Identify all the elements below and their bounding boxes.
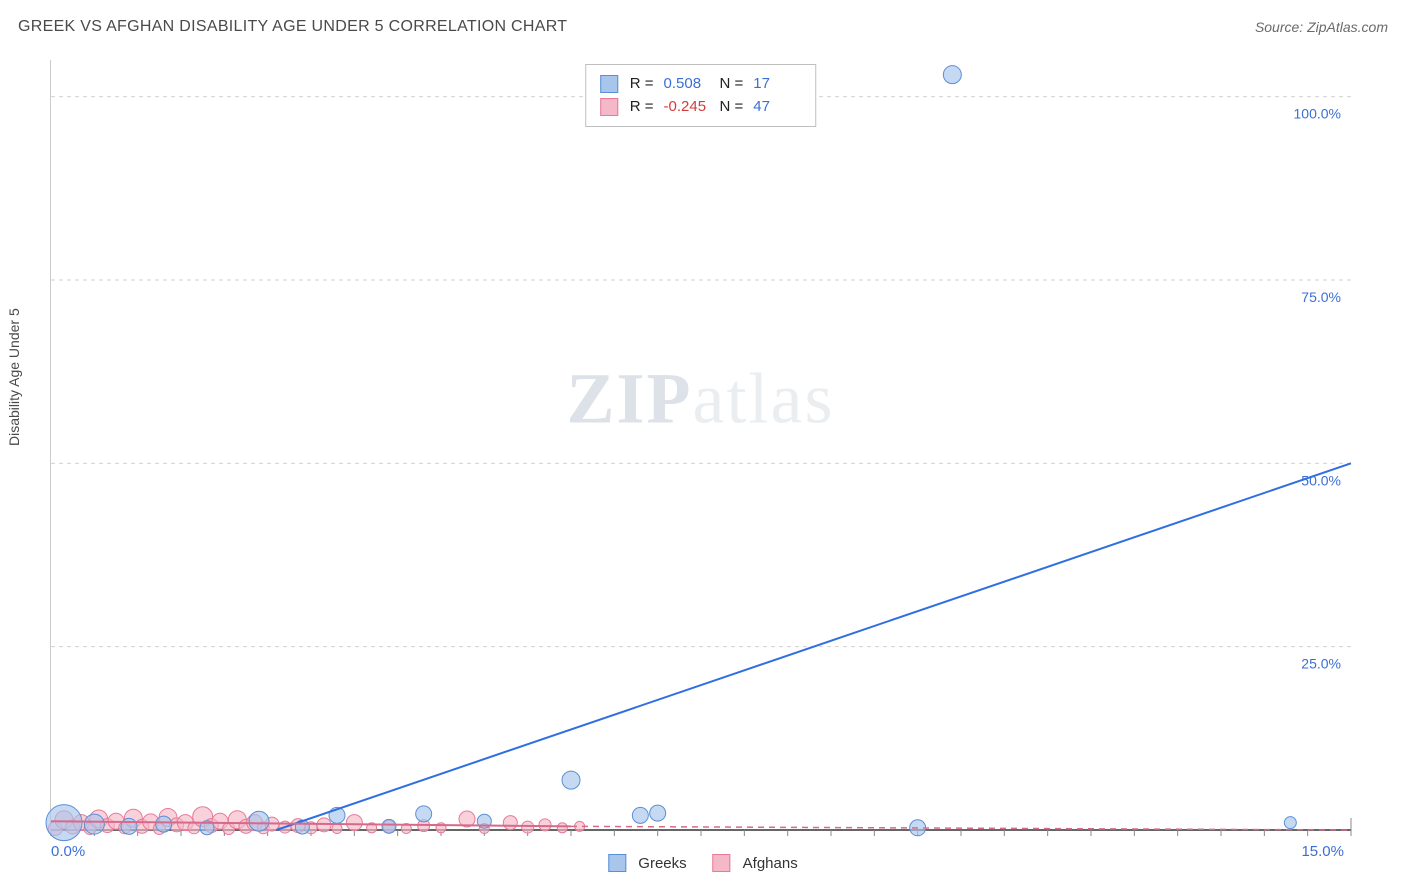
stat-n-afghan: 47 — [753, 96, 801, 119]
x-axis-min-label: 0.0% — [51, 843, 85, 860]
chart-area: ZIPatlas R = 0.508 N = 17 R = -0.245 N =… — [50, 60, 1350, 830]
legend-item-afghans: Afghans — [713, 854, 798, 872]
swatch-afghan-icon — [600, 98, 618, 116]
chart-title: GREEK VS AFGHAN DISABILITY AGE UNDER 5 C… — [18, 18, 567, 36]
legend: Greeks Afghans — [608, 854, 797, 872]
stat-r-greek: 0.508 — [664, 73, 712, 96]
source-label: Source: ZipAtlas.com — [1255, 19, 1388, 35]
legend-item-greeks: Greeks — [608, 854, 686, 872]
swatch-greek-icon — [608, 854, 626, 872]
swatch-afghan-icon — [713, 854, 731, 872]
stats-box: R = 0.508 N = 17 R = -0.245 N = 47 — [585, 64, 817, 127]
scatter-plot: 25.0% 50.0% 75.0% 100.0% — [51, 60, 1350, 830]
swatch-greek-icon — [600, 75, 618, 93]
stat-n-greek: 17 — [753, 73, 801, 96]
stats-row-greeks: R = 0.508 N = 17 — [600, 73, 802, 96]
svg-text:50.0%: 50.0% — [1301, 472, 1341, 488]
stats-row-afghans: R = -0.245 N = 47 — [600, 96, 802, 119]
svg-text:25.0%: 25.0% — [1301, 656, 1341, 672]
y-axis-label: Disability Age Under 5 — [6, 308, 22, 446]
x-axis-max-label: 15.0% — [1301, 843, 1344, 860]
svg-text:75.0%: 75.0% — [1301, 289, 1341, 305]
svg-text:100.0%: 100.0% — [1294, 106, 1341, 122]
stat-r-afghan: -0.245 — [664, 96, 712, 119]
